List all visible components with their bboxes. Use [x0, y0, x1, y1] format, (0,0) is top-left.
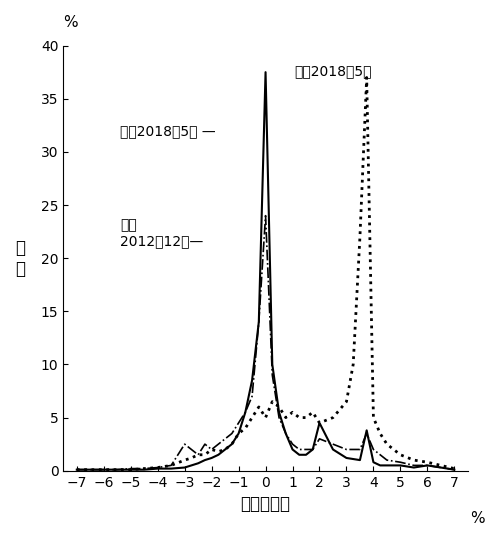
Text: %: %	[470, 511, 485, 526]
Text: %: %	[64, 15, 78, 30]
Text: 日本
2012年12月—: 日本 2012年12月—	[120, 218, 203, 248]
X-axis label: 価格上昇率: 価格上昇率	[240, 495, 290, 513]
Text: 米国2018年5月: 米国2018年5月	[294, 64, 372, 78]
Text: 日本2018年5月 —: 日本2018年5月 —	[120, 124, 216, 138]
Y-axis label: 頻
度: 頻 度	[15, 239, 25, 278]
